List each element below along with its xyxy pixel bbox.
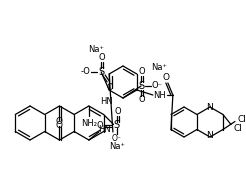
Text: NH₂: NH₂ <box>81 118 97 127</box>
Text: O: O <box>139 95 145 104</box>
Text: N: N <box>207 132 213 141</box>
Text: S: S <box>114 119 120 129</box>
Text: Na⁺: Na⁺ <box>88 46 104 55</box>
Text: O: O <box>96 121 103 130</box>
Text: O: O <box>139 68 145 76</box>
Text: NH: NH <box>154 90 166 99</box>
Text: S: S <box>98 67 104 77</box>
Text: O: O <box>56 117 63 126</box>
Text: O: O <box>99 54 106 63</box>
Text: O: O <box>107 83 113 92</box>
Text: S: S <box>138 81 144 91</box>
Text: -O: -O <box>80 68 90 76</box>
Text: O: O <box>114 107 121 116</box>
Text: HN: HN <box>100 97 112 105</box>
Text: O⁻: O⁻ <box>152 81 163 90</box>
Text: O: O <box>56 121 63 129</box>
Text: Na⁺: Na⁺ <box>110 142 126 151</box>
Text: O: O <box>162 74 169 83</box>
Text: Na⁺: Na⁺ <box>151 64 167 73</box>
Text: Cl: Cl <box>233 124 242 133</box>
Text: HN: HN <box>98 124 111 133</box>
Text: N: N <box>207 103 213 113</box>
Text: O⁻: O⁻ <box>112 134 122 143</box>
Text: Cl: Cl <box>238 115 246 124</box>
